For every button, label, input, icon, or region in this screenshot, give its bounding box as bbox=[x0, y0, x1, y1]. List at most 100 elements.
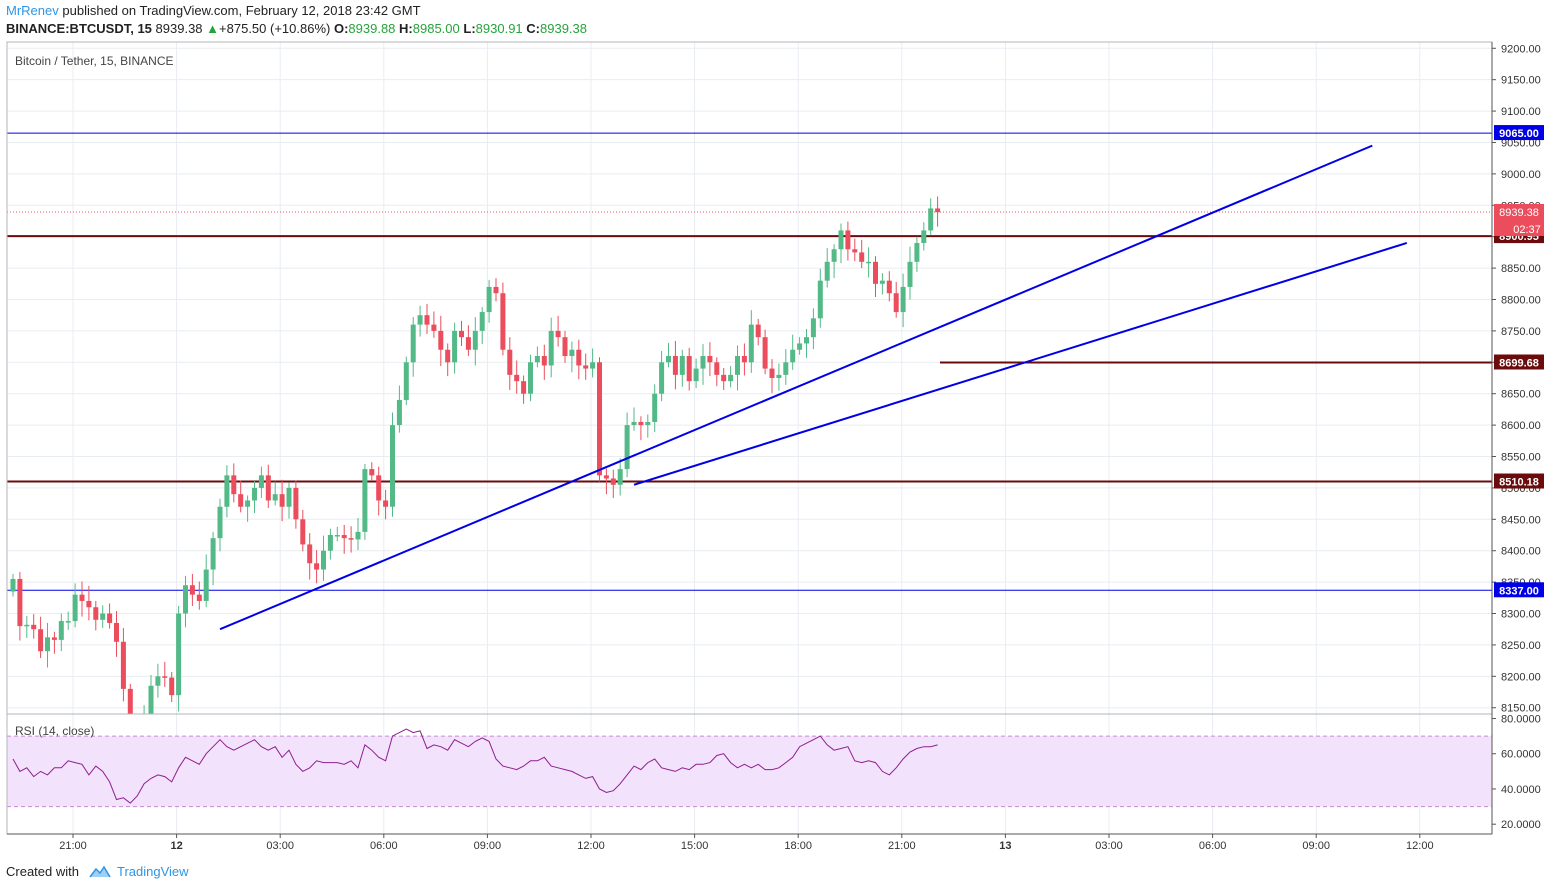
price-tick-label: 8850.00 bbox=[1501, 263, 1541, 275]
candle-body bbox=[866, 261, 872, 264]
candle-body bbox=[500, 293, 506, 350]
candle-body bbox=[610, 478, 616, 485]
candle-body bbox=[286, 487, 292, 507]
candle-body bbox=[155, 676, 161, 686]
candle-body bbox=[659, 362, 665, 394]
candle-body bbox=[721, 374, 727, 382]
candle-body bbox=[162, 676, 168, 678]
time-tick-label: 03:00 bbox=[1095, 840, 1123, 852]
candle-body bbox=[238, 494, 244, 507]
candle-body bbox=[452, 330, 458, 363]
price-tick-label: 8400.00 bbox=[1501, 546, 1541, 558]
candle-body bbox=[383, 500, 389, 507]
last-price-value: 8939.38 bbox=[155, 21, 203, 36]
candle-body bbox=[217, 506, 223, 539]
candle-body bbox=[479, 312, 485, 331]
level-tag bbox=[1494, 125, 1544, 141]
candle-body bbox=[24, 624, 30, 627]
candle-body bbox=[265, 475, 271, 501]
close-label: C: bbox=[526, 21, 541, 36]
candle-body bbox=[569, 349, 575, 357]
price-axis[interactable]: 9200.009150.009100.009050.009000.008950.… bbox=[1492, 43, 1541, 715]
candle-body bbox=[859, 252, 865, 262]
price-tick-label: 8450.00 bbox=[1501, 514, 1541, 526]
candle-body bbox=[824, 261, 830, 281]
candle-body bbox=[258, 475, 264, 488]
candle-body bbox=[390, 425, 395, 507]
rsi-band-lines bbox=[7, 735, 1492, 808]
candle-body bbox=[100, 613, 106, 620]
price-tick-label: 8300.00 bbox=[1501, 609, 1541, 621]
price-tick-label: 9200.00 bbox=[1501, 43, 1541, 55]
price-tick-label: 9100.00 bbox=[1501, 106, 1541, 118]
time-tick-label: 21:00 bbox=[59, 840, 87, 852]
created-with-label: Created with bbox=[6, 864, 79, 879]
candle-body bbox=[562, 337, 568, 357]
candle-body bbox=[321, 550, 326, 570]
price-tick-label: 8250.00 bbox=[1501, 640, 1541, 652]
candle-body bbox=[624, 425, 630, 470]
candle-body bbox=[583, 365, 589, 369]
rsi-title: RSI (14, close) bbox=[15, 724, 94, 738]
candle-body bbox=[528, 362, 533, 394]
candle-body bbox=[472, 330, 478, 350]
candle-body bbox=[838, 230, 844, 250]
trendline bbox=[633, 242, 1408, 486]
time-axis[interactable]: 21:00 12 03:00 06:00 09:00 12:00 15:00 18:00 21:… bbox=[59, 834, 1434, 852]
candle-body bbox=[183, 585, 188, 614]
candle-body bbox=[38, 629, 44, 652]
price-tags: 9065.008900.958699.688510.188337.008939.… bbox=[1494, 125, 1544, 598]
candle-body bbox=[142, 714, 147, 739]
candle-body bbox=[245, 500, 251, 507]
rsi-line bbox=[12, 728, 938, 804]
candle-body bbox=[652, 393, 658, 422]
candle-body bbox=[700, 356, 706, 369]
level-tag bbox=[1494, 582, 1544, 598]
candle-body bbox=[769, 368, 775, 378]
candle-body bbox=[376, 475, 382, 501]
tradingview-link[interactable]: TradingView bbox=[116, 864, 189, 879]
candle-body bbox=[638, 421, 644, 426]
candle-body bbox=[307, 544, 313, 564]
time-tick-label: 03:00 bbox=[266, 840, 294, 852]
time-tick-label: 18:00 bbox=[784, 840, 812, 852]
price-tick-label: 8650.00 bbox=[1501, 389, 1541, 401]
rsi-tick-label: 80.0000 bbox=[1501, 714, 1541, 726]
price-tick-label: 9050.00 bbox=[1501, 137, 1541, 149]
candle-body bbox=[755, 324, 761, 338]
candle-body bbox=[410, 324, 416, 363]
ohlc-header: BINANCE:BTCUSDT, 15 8939.38 ▲+875.50 (+1… bbox=[6, 21, 587, 36]
last-price-label: 8939.38 bbox=[1499, 207, 1539, 219]
rsi-tick-label: 60.0000 bbox=[1501, 749, 1541, 761]
candle-body bbox=[58, 621, 64, 640]
published-text: published on TradingView.com, February 1… bbox=[62, 3, 421, 18]
time-tick-label: 09:00 bbox=[474, 840, 502, 852]
price-tick-label: 8200.00 bbox=[1501, 671, 1541, 683]
candle-body bbox=[817, 280, 823, 319]
candle-body bbox=[210, 538, 216, 570]
high-label: H: bbox=[399, 21, 413, 36]
candle-body bbox=[679, 356, 685, 375]
candle-body bbox=[459, 330, 464, 338]
candle-body bbox=[548, 330, 554, 366]
candle-body bbox=[555, 330, 561, 338]
time-tick-label: 09:00 bbox=[1302, 840, 1330, 852]
candle-body bbox=[521, 381, 527, 394]
candle-body bbox=[120, 641, 126, 689]
rsi-band bbox=[7, 736, 1492, 807]
candle-body bbox=[852, 249, 858, 253]
candle-body bbox=[334, 535, 340, 537]
candle-body bbox=[148, 685, 154, 714]
candles bbox=[10, 196, 941, 739]
candle-body bbox=[893, 293, 899, 313]
author-link[interactable]: MrRenev bbox=[6, 3, 59, 18]
candle-body bbox=[928, 208, 934, 231]
candle-body bbox=[196, 594, 202, 601]
candle-body bbox=[493, 286, 499, 294]
candle-body bbox=[107, 613, 113, 623]
time-tick-label: 06:00 bbox=[1199, 840, 1227, 852]
candle-body bbox=[369, 469, 375, 476]
candle-body bbox=[804, 337, 809, 344]
level-tag-label: 8510.18 bbox=[1499, 477, 1539, 489]
